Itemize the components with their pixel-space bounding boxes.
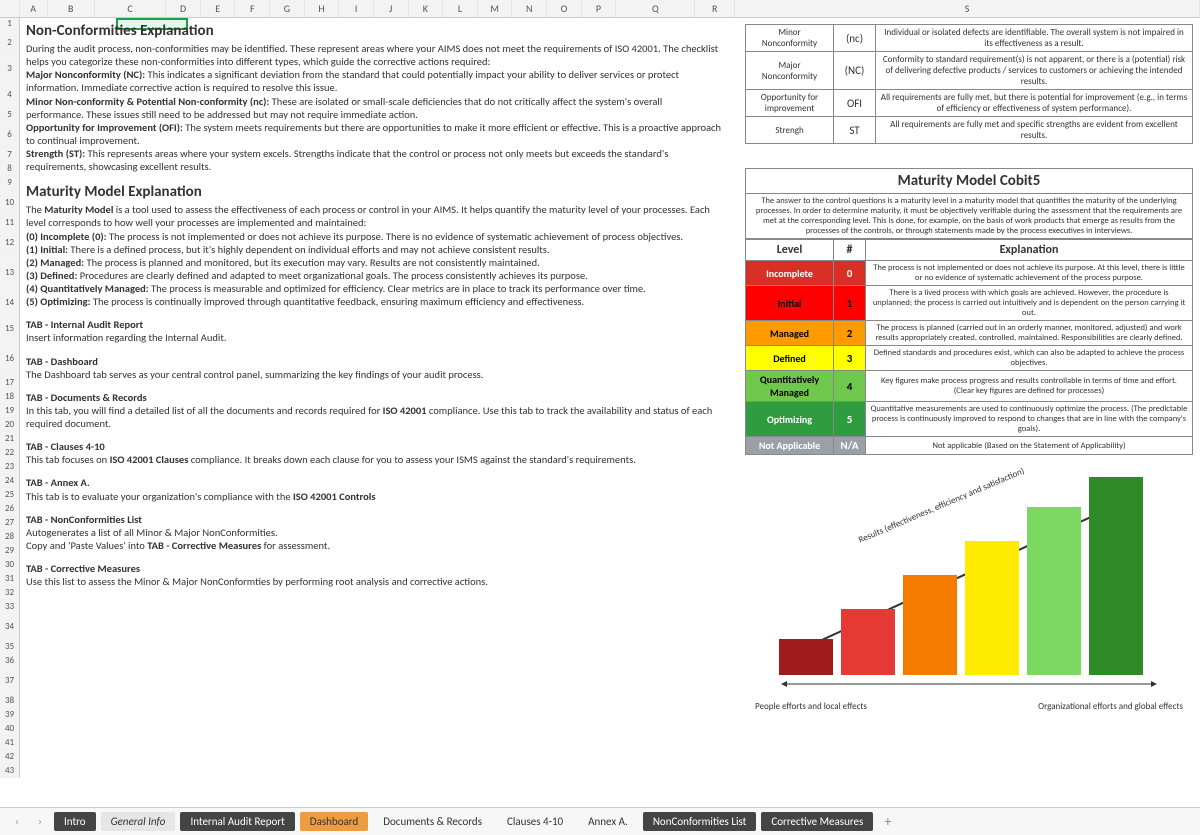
tab-prev-icon[interactable]: ‹: [8, 813, 26, 831]
level-name: Managed: [746, 321, 834, 346]
mm-intro: The Maturity Model is a tool used to ass…: [26, 203, 722, 229]
chart-bar: [841, 609, 895, 675]
sheet-tab[interactable]: NonConformities List: [643, 812, 757, 831]
maturity-title: Maturity Model Cobit5: [745, 168, 1193, 193]
level-num: 0: [834, 261, 866, 286]
sheet-tab[interactable]: Intro: [54, 812, 96, 831]
nc-row-code: ST: [834, 117, 876, 144]
level-desc: The process is not implemented or does n…: [866, 261, 1193, 286]
sheet-tab[interactable]: Clauses 4-10: [497, 812, 573, 831]
nc-title: Non-Conformities Explanation: [26, 22, 722, 40]
level-num: N/A: [834, 437, 866, 455]
x-axis-labels: People efforts and local effects Organiz…: [745, 701, 1193, 712]
level-desc: Defined standards and procedures exist, …: [866, 346, 1193, 371]
mm-level: (5) Optimizing: The process is continual…: [26, 295, 722, 308]
tab-help: TAB - Annex A.This tab is to evaluate yo…: [26, 476, 722, 502]
level-desc: Key figures make process progress and re…: [866, 371, 1193, 402]
sheet-tab[interactable]: Internal Audit Report: [180, 812, 294, 831]
row-numbers: 1234567891011121314151617181920212223242…: [0, 18, 20, 778]
level-desc: Quantitative measurements are used to co…: [866, 402, 1193, 437]
nc-row-label: Major Nonconformity: [746, 52, 834, 90]
nc-table: Minor Nonconformity(nc)Individual or iso…: [745, 24, 1193, 144]
level-desc: There is a lived process with which goal…: [866, 286, 1193, 321]
mm-level: (2) Managed: The process is planned and …: [26, 256, 722, 269]
tab-help: TAB - Clauses 4-10This tab focuses on IS…: [26, 440, 722, 466]
level-name: Not Applicable: [746, 437, 834, 455]
mm-level: (4) Quantitatively Managed: The process …: [26, 282, 722, 295]
nc-row-label: Minor Nonconformity: [746, 25, 834, 52]
tab-next-icon[interactable]: ›: [31, 813, 49, 831]
level-name: Quantitatively Managed: [746, 371, 834, 402]
nc-intro: During the audit process, non-conformiti…: [26, 42, 722, 68]
level-desc: Not applicable (Based on the Statement o…: [866, 437, 1193, 455]
sheet-tab-bar: ‹ › Intro General InfoInternal Audit Repo…: [0, 807, 1200, 835]
chart-bar: [903, 575, 957, 675]
sheet-tab[interactable]: Documents & Records: [373, 812, 492, 831]
chart-bar: [965, 541, 1019, 675]
nc-row-label: Strengh: [746, 117, 834, 144]
nc-def: Major Nonconformity (NC): This indicates…: [26, 68, 722, 94]
level-num: 1: [834, 286, 866, 321]
add-sheet-icon[interactable]: +: [878, 813, 897, 830]
level-name: Optimizing: [746, 402, 834, 437]
nc-row-label: Opportunity for improvement: [746, 90, 834, 117]
level-name: Initial: [746, 286, 834, 321]
tab-help: TAB - Internal Audit ReportInsert inform…: [26, 318, 722, 344]
level-num: 4: [834, 371, 866, 402]
chart-bar: [779, 639, 833, 675]
level-header: #: [834, 240, 866, 261]
level-header: Level: [746, 240, 834, 261]
right-panel: Minor Nonconformity(nc)Individual or iso…: [745, 24, 1193, 712]
level-num: 2: [834, 321, 866, 346]
mm-level: (0) Incomplete (0): The process is not i…: [26, 230, 722, 243]
maturity-desc: The answer to the control questions is a…: [745, 193, 1193, 239]
level-num: 5: [834, 402, 866, 437]
chart-bar: [1027, 507, 1081, 675]
maturity-chart: Results (effectiveness, efficiency and s…: [779, 475, 1159, 695]
mm-title: Maturity Model Explanation: [26, 183, 722, 201]
tab-help: TAB - DashboardThe Dashboard tab serves …: [26, 355, 722, 381]
x-axis-line: [779, 679, 1159, 689]
main-content: Non-Conformities Explanation During the …: [22, 18, 722, 598]
sheet-tab[interactable]: Annex A.: [578, 812, 638, 831]
tab-help: TAB - Corrective MeasuresUse this list t…: [26, 562, 722, 588]
level-num: 3: [834, 346, 866, 371]
nc-def: Minor Non-conformity & Potential Non-con…: [26, 95, 722, 121]
level-desc: The process is planned (carried out in a…: [866, 321, 1193, 346]
sheet-tab[interactable]: Dashboard: [300, 812, 368, 831]
nc-row-code: OFI: [834, 90, 876, 117]
column-headers: ABCDEFGHIJKLMNOPQRS: [0, 0, 1200, 18]
nc-row-code: (NC): [834, 52, 876, 90]
chart-bar: [1089, 477, 1143, 675]
nc-row-code: (nc): [834, 25, 876, 52]
tab-help: TAB - NonConformities ListAutogenerates …: [26, 513, 722, 552]
level-name: Defined: [746, 346, 834, 371]
level-name: Incomplete: [746, 261, 834, 286]
mm-level: (1) Initial: There is a defined process,…: [26, 243, 722, 256]
tab-help: TAB - Documents & RecordsIn this tab, yo…: [26, 391, 722, 430]
x-axis-left: People efforts and local effects: [755, 701, 867, 712]
level-table: Level#ExplanationIncomplete0The process …: [745, 239, 1193, 455]
nc-row-desc: Conformity to standard requirement(s) is…: [876, 52, 1193, 90]
nc-row-desc: All requirements are fully met and speci…: [876, 117, 1193, 144]
nc-def: Strength (ST): This represents areas whe…: [26, 147, 722, 173]
sheet-tab[interactable]: Corrective Measures: [761, 812, 873, 831]
x-axis-right: Organizational efforts and global effect…: [1038, 701, 1183, 712]
mm-level: (3) Defined: Procedures are clearly defi…: [26, 269, 722, 282]
level-header: Explanation: [866, 240, 1193, 261]
sheet-tab[interactable]: General Info: [101, 812, 176, 831]
nc-def: Opportunity for Improvement (OFI): The s…: [26, 121, 722, 147]
nc-row-desc: Individual or isolated defects are ident…: [876, 25, 1193, 52]
nc-row-desc: All requirements are fully met, but ther…: [876, 90, 1193, 117]
